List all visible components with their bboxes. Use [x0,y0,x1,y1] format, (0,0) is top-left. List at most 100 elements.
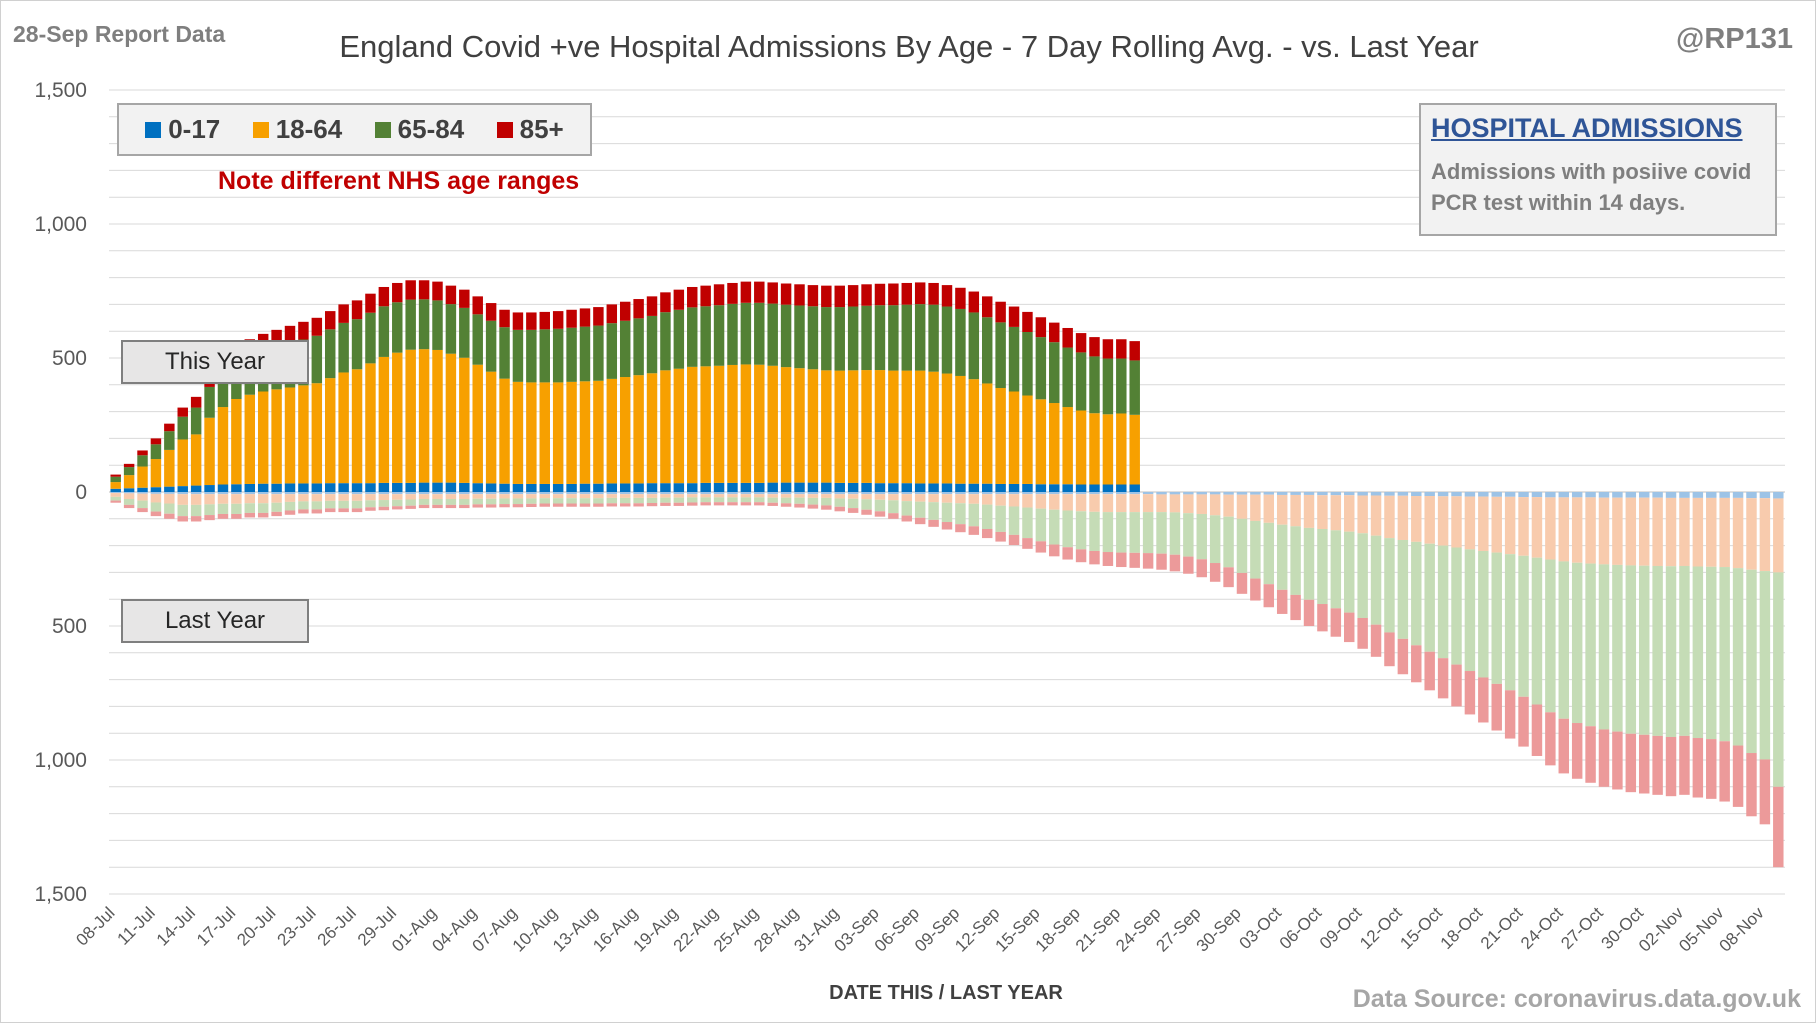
last-year-bar-0-17 [1049,492,1060,495]
last-year-bar-18-64 [190,494,202,505]
last-year-bar-0-17 [1478,492,1489,497]
this-year-bar-65-84 [552,328,564,383]
last-year-bar-65-84 [566,498,577,504]
last-year-bar-85-plus [700,502,711,506]
this-year-bar-65-84 [110,476,121,483]
last-year-bar-85-plus [1263,584,1275,608]
info-box-text: Admissions with posiive covid PCR test w… [1431,156,1765,218]
last-year-bar-18-64 [1545,497,1556,560]
last-year-bar-18-64 [1276,494,1288,525]
this-year-bar-18-64 [633,375,644,484]
last-year-bar-65-84 [1625,565,1637,734]
last-year-bar-0-17 [606,492,618,495]
last-year-bar-18-64 [1706,497,1717,567]
this-year-bar-0-17 [338,483,349,492]
last-year-bar-85-plus [821,505,832,510]
last-year-bar-65-84 [1303,527,1315,600]
last-year-bar-85-plus [512,504,524,508]
last-year-bar-0-17 [1035,492,1047,495]
last-year-bar-0-17 [392,492,403,495]
last-year-bar-0-17 [1424,492,1435,497]
this-year-bar-85-plus [338,304,349,323]
last-year-bar-85-plus [646,502,658,507]
this-year-bar-18-64 [981,383,993,484]
last-year-bar-85-plus [727,502,738,506]
last-year-bar-85-plus [1571,723,1583,779]
last-year-bar-0-17 [619,492,631,495]
last-year-bar-65-84 [1035,508,1047,542]
this-year-bar-0-17 [619,483,631,492]
last-year-bar-85-plus [298,509,309,514]
last-year-bar-65-84 [847,498,859,509]
last-year-bar-85-plus [499,504,510,508]
last-year-bar-65-84 [1075,511,1087,550]
this-year-bar-0-17 [1022,483,1033,492]
last-year-bar-65-84 [807,497,819,505]
x-axis-ticks: 08-Jul11-Jul14-Jul17-Jul20-Jul23-Jul26-J… [72,903,1768,956]
this-year-bar-18-64 [512,381,524,484]
this-year-bar-0-17 [459,482,470,492]
this-year-bar-85-plus [995,301,1006,323]
last-year-bar-65-84 [1263,522,1275,585]
last-year-bar-85-plus [1236,572,1248,594]
x-axis-label: DATE THIS / LAST YEAR [829,982,1063,1004]
last-year-bar-0-17 [244,492,256,495]
this-year-bar-0-17 [204,485,215,492]
last-year-bar-18-64 [1746,498,1757,570]
last-year-bar-65-84 [1692,566,1704,739]
last-year-bar-85-plus [1665,736,1677,797]
last-year-bar-85-plus [150,511,162,517]
this-year-bar-65-84 [861,305,872,371]
last-year-bar-18-64 [1183,494,1194,514]
this-year-bar-0-17 [231,484,242,492]
last-year-bar-18-64 [1223,494,1234,517]
last-year-bar-18-64 [485,494,497,499]
last-year-label: Last Year [121,599,309,643]
last-year-bar-18-64 [1692,497,1704,567]
this-year-bar-0-17 [579,483,591,492]
last-year-bar-18-64 [1478,496,1489,551]
last-year-bar-65-84 [137,500,148,509]
this-year-bar-65-84 [351,319,363,370]
last-year-bar-85-plus [981,528,993,539]
last-year-bar-85-plus [338,508,349,513]
last-year-bar-0-17 [579,492,591,495]
y-tick-label: 1,000 [34,749,87,772]
this-year-bar-65-84 [405,299,416,350]
this-year-bar-85-plus [499,309,510,328]
last-year-bar-0-17 [1625,492,1637,498]
this-year-bar-18-64 [794,368,805,483]
last-year-bar-18-64 [338,494,349,501]
last-year-bar-65-84 [244,503,256,513]
last-year-bar-0-17 [1330,492,1342,496]
last-year-bar-65-84 [1732,568,1744,746]
x-tick-label: 25-Aug [710,903,762,955]
last-year-bar-18-64 [968,494,980,504]
this-year-bar-18-64 [298,385,309,484]
last-year-bar-18-64 [164,493,175,504]
last-year-bar-0-17 [1437,492,1449,497]
this-year-bar-65-84 [204,386,215,418]
last-year-bar-18-64 [1531,497,1543,558]
last-year-bar-65-84 [1746,569,1757,754]
last-year-bar-0-17 [660,492,671,495]
last-year-bar-85-plus [217,513,229,519]
this-year-bar-0-17 [1089,484,1100,492]
this-year-bar-18-64 [901,370,913,484]
x-tick-label: 24-Oct [1517,903,1567,953]
last-year-bar-85-plus [794,503,805,508]
this-year-bar-65-84 [177,416,188,440]
last-year-bar-65-84 [606,497,618,504]
last-year-bar-18-64 [1169,494,1181,513]
last-year-bar-0-17 [1102,492,1114,495]
last-year-bar-65-84 [418,498,430,505]
last-year-bar-18-64 [1370,495,1382,536]
last-year-bar-0-17 [1129,492,1140,495]
last-year-bar-18-64 [1411,496,1422,542]
this-year-bar-65-84 [1062,347,1073,408]
last-year-bar-0-17 [365,492,376,495]
last-year-bar-0-17 [164,492,175,494]
this-year-bar-18-64 [244,394,256,484]
last-year-bar-85-plus [673,502,685,506]
last-year-bar-18-64 [1089,494,1100,512]
